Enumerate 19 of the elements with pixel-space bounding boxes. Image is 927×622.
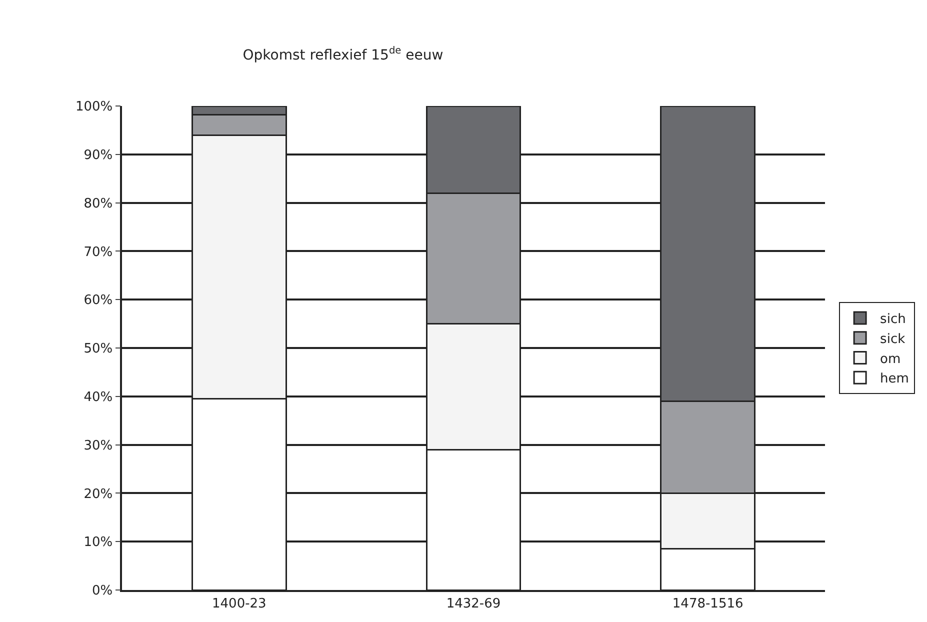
y-tick-label: 50% [84, 342, 113, 357]
y-tick-label: 20% [84, 486, 113, 502]
legend-label: hem [880, 372, 909, 387]
y-tick-label: 40% [84, 390, 113, 405]
y-tick-label: 90% [84, 148, 113, 163]
y-tick-label: 30% [84, 438, 113, 454]
y-tick-label: 0% [92, 584, 113, 599]
legend-label: sick [880, 332, 906, 347]
legend-label: sich [880, 312, 906, 328]
x-tick-label: 1478-1516 [672, 596, 744, 612]
y-tick-label: 80% [84, 196, 113, 212]
x-tick-label: 1400-23 [212, 596, 266, 612]
y-tick-label: 60% [84, 293, 113, 308]
y-tick-label: 100% [75, 100, 113, 115]
legend-label: om [880, 352, 901, 367]
y-tick-label: 70% [84, 244, 113, 260]
x-tick-label: 1432-69 [446, 596, 501, 612]
y-tick-label: 10% [84, 535, 113, 550]
chart-title: Opkomst reflexief 15$^{de}$ eeuw [242, 46, 444, 64]
